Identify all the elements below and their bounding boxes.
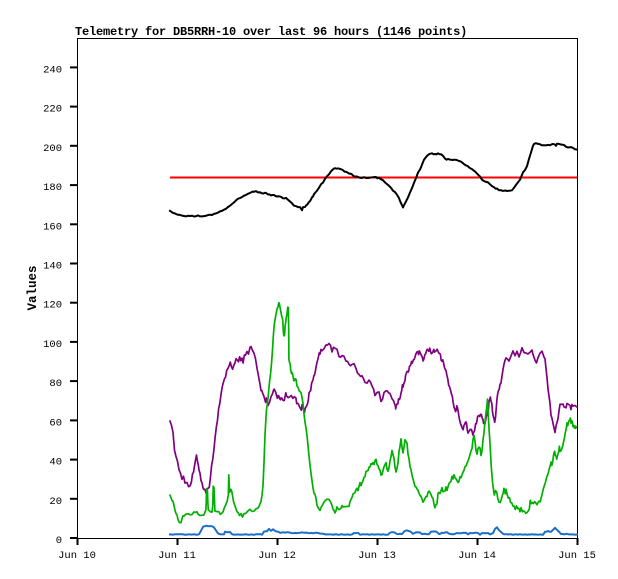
svg-text:Jun 15: Jun 15	[558, 550, 596, 562]
svg-text:0: 0	[56, 535, 62, 547]
svg-text:Jun 12: Jun 12	[258, 550, 296, 562]
svg-text:100: 100	[43, 339, 62, 351]
svg-text:Telemetry for DB5RRH-10 over l: Telemetry for DB5RRH-10 over last 96 hou…	[75, 25, 467, 39]
svg-text:160: 160	[43, 221, 62, 233]
svg-text:240: 240	[43, 64, 62, 76]
svg-text:180: 180	[43, 182, 62, 194]
svg-text:60: 60	[49, 417, 62, 429]
svg-text:200: 200	[43, 143, 62, 155]
svg-text:140: 140	[43, 261, 62, 273]
svg-text:80: 80	[49, 378, 62, 390]
svg-text:Jun 11: Jun 11	[158, 550, 196, 562]
svg-text:Jun 10: Jun 10	[58, 550, 96, 562]
svg-text:40: 40	[49, 457, 62, 469]
svg-text:Jun 14: Jun 14	[458, 550, 496, 562]
svg-text:Jun 13: Jun 13	[358, 550, 396, 562]
svg-text:220: 220	[43, 104, 62, 116]
svg-text:Values: Values	[26, 265, 40, 310]
svg-text:120: 120	[43, 300, 62, 312]
svg-text:20: 20	[49, 496, 62, 508]
